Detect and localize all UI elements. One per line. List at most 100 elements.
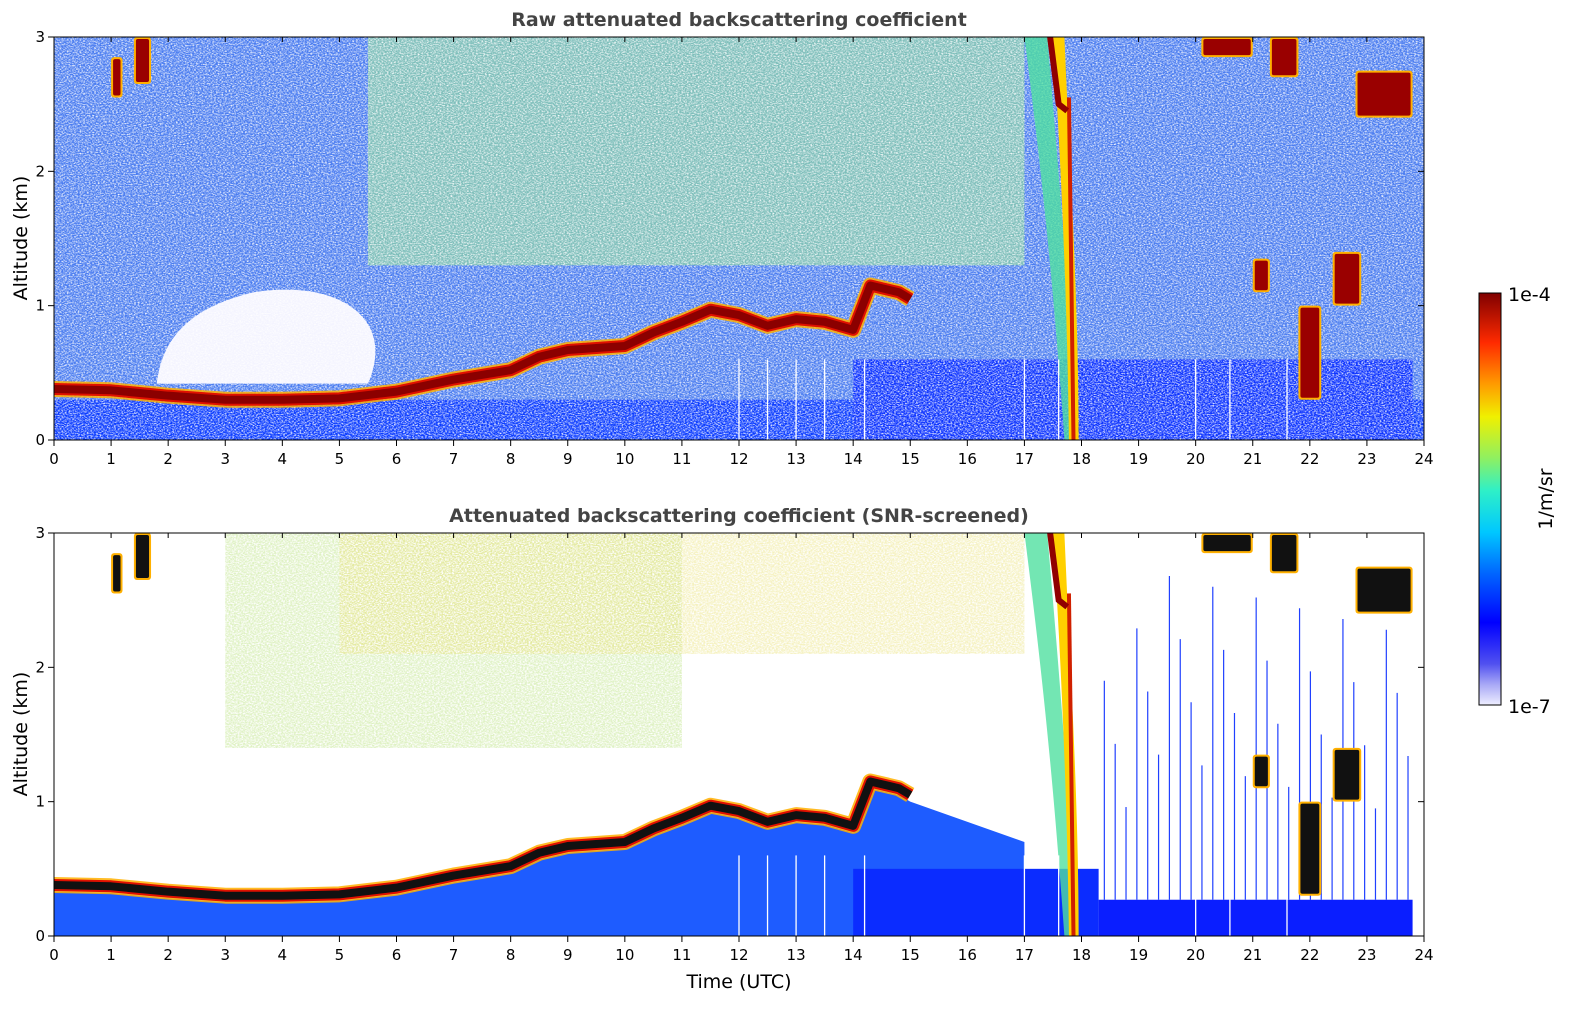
x-tick-label: 20 (1186, 450, 1205, 468)
x-tick-label: 8 (506, 946, 516, 964)
cloud-feature (113, 59, 121, 96)
x-tick-label: 3 (220, 946, 230, 964)
panel-raw: Raw attenuated backscattering coefficien… (10, 9, 1434, 468)
cloud-feature (1334, 253, 1360, 304)
x-tick-label: 22 (1300, 946, 1319, 964)
colorbar: 1e-4 1e-7 1/m/sr (1478, 284, 1557, 718)
x-tick-label: 7 (449, 946, 459, 964)
x-tick-label: 24 (1414, 946, 1433, 964)
x-tick-label: 12 (729, 450, 748, 468)
cloud-feature (1271, 39, 1297, 76)
x-tick-label: 9 (563, 450, 573, 468)
raw-axis-ticks: 0 1 2 3 4 5 6 7 8 9 10 11 12 13 14 15 16 17 18 19 20 21 22 23 24… (35, 28, 1433, 468)
x-tick-label: 17 (1015, 450, 1034, 468)
precip-shaft-outer (1024, 37, 1076, 440)
cloud-feature (1357, 568, 1411, 612)
colorbar-unit-label: 1/m/sr (1535, 468, 1557, 529)
x-tick-label: 1 (106, 450, 116, 468)
y-tick-label: 3 (35, 28, 45, 46)
screened-axis-ticks: 0 1 2 3 4 5 6 7 8 9 10 11 12 13 14 15 16 17 18 19 20 21 22 23 24… (35, 524, 1433, 964)
panel-screened-title: Attenuated backscattering coefficient (S… (449, 505, 1029, 527)
x-tick-label: 4 (278, 450, 288, 468)
y-tick-label: 1 (35, 793, 45, 811)
x-tick-label: 23 (1357, 946, 1376, 964)
screened-plot-area (54, 533, 1424, 936)
cloud-feature (1300, 307, 1320, 398)
x-tick-label: 16 (958, 946, 977, 964)
x-axis-label: Time (UTC) (685, 971, 791, 993)
panel-raw-title: Raw attenuated backscattering coefficien… (511, 9, 967, 31)
raw-plot-area (54, 37, 1424, 440)
x-tick-label: 24 (1414, 450, 1433, 468)
x-tick-label: 8 (506, 450, 516, 468)
x-tick-label: 10 (615, 450, 634, 468)
x-tick-label: 3 (220, 450, 230, 468)
x-tick-label: 22 (1300, 450, 1319, 468)
y-tick-label: 2 (35, 658, 45, 676)
x-tick-label: 1 (106, 946, 116, 964)
x-tick-label: 11 (672, 450, 691, 468)
cloud-feature (1203, 535, 1251, 552)
y-tick-label: 0 (35, 431, 45, 449)
x-tick-label: 2 (163, 450, 173, 468)
raw-y-axis-label: Altitude (km) (10, 176, 32, 301)
x-tick-label: 20 (1186, 946, 1205, 964)
x-tick-label: 6 (392, 946, 402, 964)
cloud-feature (1357, 72, 1411, 116)
x-tick-label: 16 (958, 450, 977, 468)
x-tick-label: 15 (901, 946, 920, 964)
x-tick-label: 5 (335, 450, 345, 468)
cloud-feature (113, 555, 121, 592)
x-tick-label: 23 (1357, 450, 1376, 468)
cloud-feature (1300, 803, 1320, 894)
x-tick-label: 9 (563, 946, 573, 964)
boundary-layer-top-line (54, 281, 913, 404)
y-tick-label: 1 (35, 297, 45, 315)
x-tick-label: 14 (844, 946, 863, 964)
boundary-layer-top-line (54, 777, 913, 900)
cloud-feature (1254, 260, 1268, 291)
y-tick-label: 0 (35, 927, 45, 945)
x-tick-label: 21 (1243, 946, 1262, 964)
cloud-feature (1203, 39, 1251, 56)
x-tick-label: 19 (1129, 450, 1148, 468)
precip-shaft-outer (1024, 533, 1076, 936)
x-tick-label: 2 (163, 946, 173, 964)
precip-shaft-top (1047, 533, 1070, 610)
x-tick-label: 10 (615, 946, 634, 964)
screened-afternoon-layer (853, 868, 1099, 936)
x-tick-label: 18 (1072, 946, 1091, 964)
colorbar-max-label: 1e-4 (1508, 284, 1551, 306)
x-tick-label: 0 (49, 450, 59, 468)
cloud-feature (1271, 535, 1297, 572)
x-tick-label: 5 (335, 946, 345, 964)
panel-screened: Attenuated backscattering coefficient (S… (10, 505, 1434, 993)
y-tick-label: 3 (35, 524, 45, 542)
x-tick-label: 21 (1243, 450, 1262, 468)
x-tick-label: 0 (49, 946, 59, 964)
x-tick-label: 11 (672, 946, 691, 964)
colorbar-gradient (1478, 292, 1502, 706)
x-tick-label: 4 (278, 946, 288, 964)
precip-shaft-top (1047, 37, 1070, 114)
x-tick-label: 15 (901, 450, 920, 468)
cloud-feature (1254, 756, 1268, 787)
y-tick-label: 2 (35, 162, 45, 180)
x-tick-label: 12 (729, 946, 748, 964)
precip-shaft-core (1066, 97, 1076, 440)
cloud-feature (1334, 749, 1360, 800)
x-tick-label: 17 (1015, 946, 1034, 964)
screened-y-axis-label: Altitude (km) (10, 672, 32, 797)
cloud-feature (135, 39, 150, 83)
x-tick-label: 6 (392, 450, 402, 468)
colorbar-min-label: 1e-7 (1508, 696, 1551, 718)
cloud-feature (135, 535, 150, 579)
x-tick-label: 14 (844, 450, 863, 468)
precip-shaft-core (1066, 593, 1076, 936)
x-tick-label: 7 (449, 450, 459, 468)
screened-surface-block (1098, 899, 1413, 936)
x-tick-label: 13 (787, 450, 806, 468)
x-tick-label: 18 (1072, 450, 1091, 468)
